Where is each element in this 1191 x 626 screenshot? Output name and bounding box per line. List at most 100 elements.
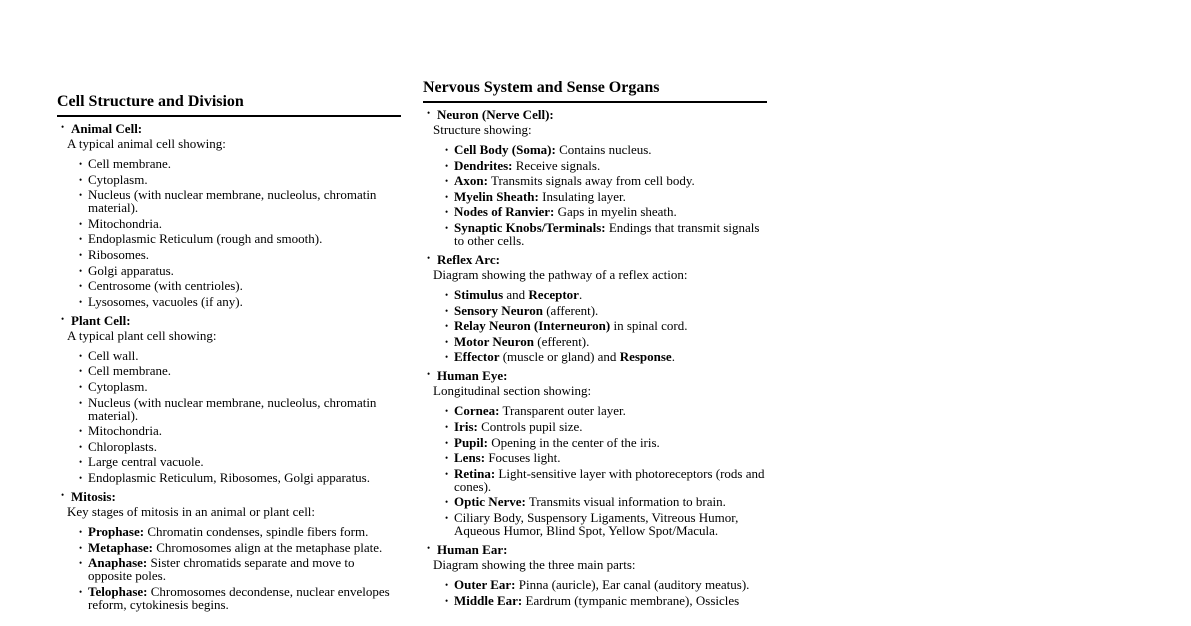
topic-description: A typical animal cell showing: — [67, 136, 226, 151]
list-item: Optic Nerve: Transmits visual informatio… — [437, 494, 767, 510]
list-item: Cell membrane. — [71, 363, 401, 379]
term-bold: Telophase: — [88, 583, 148, 599]
item-text: Chromosomes align at the metaphase plate… — [153, 539, 383, 555]
section-heading: Cell Structure and Division — [57, 92, 401, 117]
term-bold: Anaphase: — [88, 555, 148, 571]
topic-sublist: Cell wall.Cell membrane.Cytoplasm.Nucleu… — [71, 347, 401, 485]
term-bold: Middle Ear: — [454, 592, 523, 608]
topic-item: Plant Cell:A typical plant cell showing:… — [57, 312, 401, 485]
list-item: Nucleus (with nuclear membrane, nucleolu… — [71, 396, 401, 422]
item-text: Centrosome (with centrioles). — [88, 278, 243, 294]
list-item: Mitochondria. — [71, 217, 401, 231]
list-item: Cell wall. — [71, 347, 401, 363]
term-bold: Cell Body (Soma): — [454, 142, 556, 157]
item-text: Receive signals. — [512, 157, 601, 173]
term-bold: Outer Ear: — [454, 576, 516, 592]
term-bold: Optic Nerve: — [454, 494, 526, 510]
item-text: Gaps in myelin sheath. — [554, 204, 677, 220]
term-bold: Cornea: — [454, 403, 500, 419]
section-list: Animal Cell:A typical animal cell showin… — [57, 121, 401, 611]
topic-item: Human Eye:Longitudinal section showing: C… — [423, 368, 767, 537]
item-text: Mitochondria. — [88, 423, 163, 439]
list-item: Cell membrane. — [71, 157, 401, 171]
item-text: Light-sensitive layer with photoreceptor… — [454, 465, 765, 494]
item-text: Chloroplasts. — [88, 438, 157, 454]
list-item: Chloroplasts. — [71, 438, 401, 454]
topic-item: Reflex Arc:Diagram showing the pathway o… — [423, 251, 767, 365]
item-text: (afferent). — [542, 302, 599, 318]
term-bold: Response — [619, 349, 672, 365]
term-bold: Relay Neuron (Interneuron) — [454, 318, 611, 334]
item-text: Lysosomes, vacuoles (if any). — [88, 293, 243, 309]
topic-item: Mitosis:Key stages of mitosis in an anim… — [57, 489, 401, 611]
item-text: Contains nucleus. — [555, 142, 652, 157]
list-item: Effector (muscle or gland) and Response. — [437, 349, 767, 365]
list-item: Cytoplasm. — [71, 378, 401, 394]
item-text: Cell wall. — [88, 347, 139, 363]
list-item: Centrosome (with centrioles). — [71, 278, 401, 294]
list-item: Large central vacuole. — [71, 455, 401, 469]
column-nervous-system: Nervous System and Sense Organs Neuron (N… — [423, 78, 767, 612]
topic-sublist: Prophase: Chromatin condenses, spindle f… — [71, 525, 401, 611]
topic-sublist: Stimulus and Receptor.Sensory Neuron (af… — [437, 286, 767, 365]
list-item: Nodes of Ranvier: Gaps in myelin sheath. — [437, 204, 767, 220]
term-bold: Lens: — [454, 450, 486, 466]
list-item: Metaphase: Chromosomes align at the meta… — [71, 539, 401, 555]
list-item: Telophase: Chromosomes decondense, nucle… — [71, 585, 401, 611]
section-list: Neuron (Nerve Cell):Structure showing: Ce… — [423, 107, 767, 608]
term-bold: Stimulus — [454, 286, 504, 302]
list-item: Ciliary Body, Suspensory Ligaments, Vitr… — [437, 511, 767, 537]
list-item: Axon: Transmits signals away from cell b… — [437, 173, 767, 189]
item-text: Chromatin condenses, spindle fibers form… — [144, 523, 369, 539]
term-bold: Retina: — [454, 465, 496, 481]
list-item: Prophase: Chromatin condenses, spindle f… — [71, 523, 401, 539]
item-text: Eardrum (tympanic membrane), Ossicles — [522, 592, 740, 608]
topic-title: Human Eye: — [437, 368, 508, 384]
item-text: Endings that transmit signals to other c… — [454, 219, 760, 248]
list-item: Retina: Light-sensitive layer with photo… — [437, 467, 767, 493]
term-bold: Prophase: — [88, 523, 145, 539]
topic-sublist: Cell Body (Soma): Contains nucleus.Dendr… — [437, 143, 767, 247]
topic-title: Animal Cell: — [71, 121, 143, 136]
topic-description: Longitudinal section showing: — [433, 383, 592, 399]
list-item: Cell Body (Soma): Contains nucleus. — [437, 142, 767, 157]
term-bold: Pupil: — [454, 434, 488, 450]
list-item: Nucleus (with nuclear membrane, nucleolu… — [71, 188, 401, 214]
item-text: Transmits signals away from cell body. — [487, 173, 695, 189]
topic-description: Key stages of mitosis in an animal or pl… — [67, 503, 316, 519]
item-text: Focuses light. — [485, 450, 561, 466]
topic-item: Animal Cell:A typical animal cell showin… — [57, 121, 401, 309]
topic-sublist: Cornea: Transparent outer layer.Iris: Co… — [437, 404, 767, 537]
list-item: Synaptic Knobs/Terminals: Endings that t… — [437, 221, 767, 247]
term-bold: Motor Neuron — [454, 333, 535, 349]
topic-description: Structure showing: — [433, 122, 532, 137]
list-item: Golgi apparatus. — [71, 264, 401, 278]
list-item: Stimulus and Receptor. — [437, 286, 767, 302]
list-item: Lens: Focuses light. — [437, 450, 767, 466]
item-text: Cytoplasm. — [88, 378, 148, 394]
list-item: Iris: Controls pupil size. — [437, 420, 767, 434]
item-text: (muscle or gland) and — [499, 349, 620, 365]
item-text: Nucleus (with nuclear membrane, nucleolu… — [88, 394, 377, 423]
term-bold: Myelin Sheath: — [454, 188, 539, 204]
topic-title: Human Ear: — [437, 541, 508, 557]
item-text: Transparent outer layer. — [499, 403, 626, 419]
term-bold: Metaphase: — [88, 539, 153, 555]
topic-title: Reflex Arc: — [437, 251, 500, 267]
list-item: Relay Neuron (Interneuron) in spinal cor… — [437, 318, 767, 334]
item-text: Transmits visual information to brain. — [525, 494, 726, 510]
topic-item: Human Ear:Diagram showing the three main… — [423, 541, 767, 608]
term-bold: Sensory Neuron — [454, 302, 543, 318]
list-item: Myelin Sheath: Insulating layer. — [437, 188, 767, 204]
item-text: (efferent). — [534, 333, 590, 349]
item-text: Cell membrane. — [88, 363, 172, 379]
item-text: Endoplasmic Reticulum (rough and smooth)… — [88, 231, 323, 247]
topic-item: Neuron (Nerve Cell):Structure showing: Ce… — [423, 107, 767, 247]
topic-title: Mitosis: — [71, 488, 116, 504]
list-item: Dendrites: Receive signals. — [437, 157, 767, 173]
list-item: Cytoplasm. — [71, 173, 401, 187]
item-text: Chromosomes decondense, nuclear envelope… — [88, 583, 390, 612]
list-item: Cornea: Transparent outer layer. — [437, 403, 767, 419]
topic-title: Plant Cell: — [71, 312, 131, 328]
item-text: Ribosomes. — [88, 246, 150, 262]
